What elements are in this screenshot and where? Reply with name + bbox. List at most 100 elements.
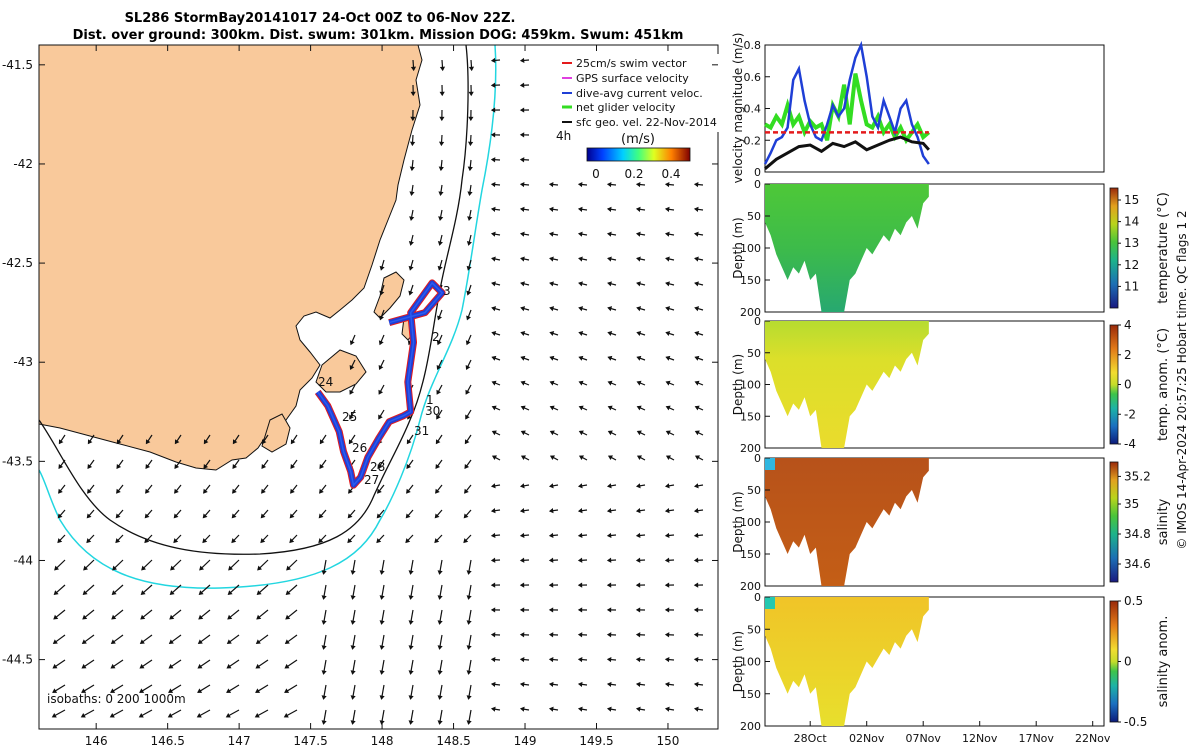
arrow-head [82, 590, 88, 596]
x-tick-label: 147 [228, 734, 251, 748]
y-tick-label: 100 [740, 516, 761, 529]
arrow-head [87, 488, 92, 494]
arrow-head [286, 565, 292, 571]
velocity-series-line [763, 40, 930, 165]
isobath-200m [39, 45, 469, 555]
arrow-head [379, 695, 385, 700]
arrow-head [139, 688, 145, 693]
arrow-head [197, 639, 203, 645]
map-x-axis: 146 146.5 147 147.5 148 148.5 149 149.5 150 [85, 45, 679, 748]
section-panel: 0 50 100 150 200 Depth (m) 15 14 13 12 11 temperatu… [731, 178, 1171, 319]
legend-box [555, 54, 723, 132]
colorbar-tick: 0.4 [661, 167, 680, 181]
arrow-head [284, 639, 290, 645]
arrow-head [664, 181, 670, 188]
y-tick-label: -44 [13, 553, 33, 567]
arrow-head [141, 565, 147, 571]
arrow-head [349, 364, 355, 371]
y-tick-label: 0 [754, 178, 761, 191]
y-tick-label: -43.5 [2, 454, 33, 468]
arrow-head [405, 538, 411, 544]
arrow-head [694, 430, 700, 436]
section-data-field [765, 184, 929, 312]
track-line [317, 281, 444, 487]
time-axis: 28Oct 02Nov 07Nov 12Nov 17Nov 22Nov [794, 721, 1111, 745]
x-tick-label: 148 [371, 734, 394, 748]
arrow-head [111, 590, 117, 596]
arrow-head [577, 557, 583, 563]
arrow-head [577, 206, 583, 212]
arrow-head [437, 315, 442, 321]
arrow-head [578, 256, 583, 262]
arrow-head [439, 66, 446, 72]
arrow-head [578, 306, 584, 312]
section-data-field [765, 597, 929, 726]
arrow-head [520, 430, 526, 436]
arrow-head [144, 538, 150, 544]
arrow-head [578, 355, 584, 361]
arrow-head [635, 582, 641, 588]
colorbar-tick-label: 35.2 [1124, 469, 1151, 483]
y-tick-label: 150 [740, 688, 761, 701]
arrow-head [198, 590, 204, 596]
freycinet-peninsula [373, 271, 405, 319]
arrow-head [664, 681, 670, 687]
arrow-head [410, 116, 416, 122]
arrow-head [197, 688, 203, 693]
arrow-head [519, 632, 525, 638]
arrow-head [548, 532, 554, 539]
arrow-head [350, 720, 356, 725]
arrow-head [466, 695, 472, 700]
arrow-head [664, 557, 670, 563]
colorbar-tick-label: 11 [1124, 279, 1139, 293]
arrow-head [606, 656, 612, 663]
legend-label: dive-avg current veloc. [576, 87, 703, 100]
colorbar-tick-label: 4 [1124, 318, 1132, 332]
arrow-head [199, 565, 205, 571]
velocity-frame [764, 44, 1105, 173]
arrow-head [115, 538, 121, 544]
arrow-head [519, 57, 525, 64]
arrow-head [491, 306, 497, 312]
arrow-head [519, 483, 525, 489]
arrow-head [350, 645, 356, 650]
arrow-head [438, 141, 445, 147]
section-colorbar [1109, 600, 1119, 723]
arrow-head [290, 439, 296, 445]
arrow-head [491, 355, 497, 361]
arrow-head [348, 439, 354, 445]
tasman-peninsula [315, 349, 367, 393]
arrow-head [519, 557, 525, 563]
arrow-head [635, 508, 641, 514]
arrow-head [664, 706, 670, 712]
y-tick-label: 0.4 [744, 103, 762, 116]
section-ylabel: Depth (m) [731, 631, 745, 692]
y-tick-label: 0 [754, 315, 761, 328]
arrow-head [377, 463, 383, 470]
arrow-head [174, 439, 180, 445]
arrow-head [520, 306, 526, 312]
arrow-head [577, 181, 583, 188]
arrow-head [665, 306, 671, 312]
x-tick-label: 148.5 [436, 734, 470, 748]
arrow-head [549, 405, 555, 411]
arrow-head [408, 620, 414, 625]
colorbar-tick-label: 2 [1124, 348, 1132, 362]
copyright-note: © IMOS 14-Apr-2024 20:57:25 Hobart time.… [1175, 210, 1189, 549]
arrow-head [607, 430, 613, 436]
arrow-head [174, 488, 179, 494]
arrow-head [665, 430, 671, 436]
velocity-series-line [764, 135, 930, 170]
arrow-head [378, 340, 384, 346]
arrow-head [437, 620, 443, 625]
arrow-head [606, 557, 612, 563]
arrow-head [549, 306, 555, 312]
arrow-head [168, 639, 174, 645]
arrow-head [254, 712, 260, 718]
y-tick-label: 150 [740, 410, 761, 423]
arrow-head [665, 380, 671, 386]
arrow-head [232, 439, 238, 445]
arrow-head [408, 695, 414, 700]
colorbar-tick-label: 12 [1124, 258, 1139, 272]
